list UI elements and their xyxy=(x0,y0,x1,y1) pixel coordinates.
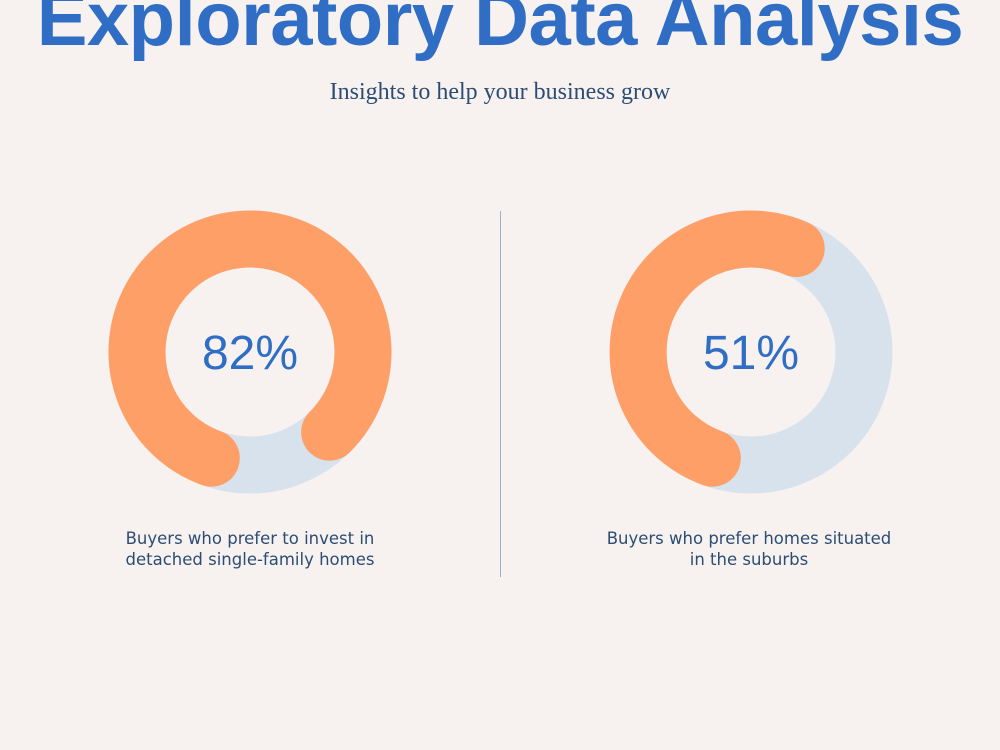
caption-line: Buyers who prefer homes situated xyxy=(606,529,892,548)
donut-value-label: 82% xyxy=(202,327,298,380)
caption-suburbs: Buyers who prefer homes situated in the … xyxy=(579,528,919,570)
donut-chart-detached-homes: 82% xyxy=(108,210,392,494)
page-subtitle: Insights to help your business grow xyxy=(329,79,671,105)
donut-value-arc xyxy=(609,210,825,487)
donut-value-arc xyxy=(108,210,392,487)
donut-chart-suburbs: 51% xyxy=(609,210,893,494)
caption-line: detached single-family homes xyxy=(125,550,375,569)
donut-chart-svg: 82% xyxy=(108,210,392,494)
donut-value-label: 51% xyxy=(703,327,799,380)
section-divider xyxy=(500,211,501,577)
page-title: Exploratory Data Analysis xyxy=(36,0,964,62)
caption-detached-homes: Buyers who prefer to invest in detached … xyxy=(80,528,420,570)
donut-chart-svg: 51% xyxy=(609,210,893,494)
caption-line: in the suburbs xyxy=(689,550,809,569)
caption-line: Buyers who prefer to invest in xyxy=(125,529,375,548)
